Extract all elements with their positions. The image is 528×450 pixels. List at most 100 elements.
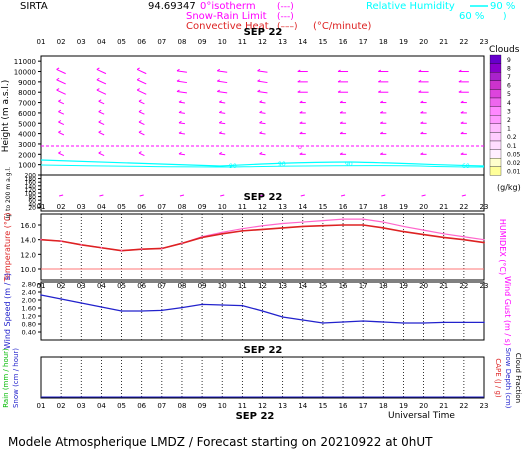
convective-unit: (°C/minute) xyxy=(313,21,372,32)
low-level-wind-mark xyxy=(59,194,64,197)
hour-tick-label: 14 xyxy=(298,402,307,410)
hour-tick-label: 21 xyxy=(439,203,448,211)
wind-arrow-head xyxy=(98,120,102,123)
wind-arrow-head xyxy=(380,131,384,135)
height-tick-label: 9000 xyxy=(18,79,36,87)
hour-tick-label: 14 xyxy=(298,282,307,290)
wind-speed-point xyxy=(442,321,445,324)
hour-tick-label: 02 xyxy=(57,282,66,290)
humidex-point xyxy=(281,222,284,225)
hour-tick-label: 04 xyxy=(97,38,106,46)
hour-tick-label: 01 xyxy=(37,38,46,46)
low-level-wind-mark xyxy=(300,194,305,197)
humidex-point xyxy=(221,231,223,234)
wind-speed-point xyxy=(60,298,62,300)
hour-tick-label: 17 xyxy=(359,38,368,46)
wind-speed-point xyxy=(181,306,183,309)
wind-arrow xyxy=(98,100,105,105)
wind-arrow xyxy=(58,131,65,136)
hour-tick-label: 22 xyxy=(459,402,468,410)
height-tick-label: 10000 xyxy=(14,69,36,77)
wind-speed-point xyxy=(140,310,143,312)
hour-tick-label: 17 xyxy=(359,203,368,211)
hour-tick-label: 10 xyxy=(218,282,227,290)
date-label-middle: SEP 22 xyxy=(244,192,283,203)
height-tick-label: 4000 xyxy=(18,131,36,139)
wind-arrow-head xyxy=(259,131,263,134)
temperature-tick-label: 16.0 xyxy=(20,222,36,230)
temperature-tick-label: 14.0 xyxy=(20,237,36,245)
wind-arrow xyxy=(178,122,185,125)
hour-tick-label: 23 xyxy=(480,402,489,410)
rh-contour-label-4: 60 xyxy=(462,163,470,170)
wind-arrow-head xyxy=(96,77,100,81)
wind-arrow-head xyxy=(178,110,182,113)
wind-arrow-head xyxy=(217,79,221,82)
temperature-point xyxy=(402,230,405,233)
temperature-point xyxy=(342,224,344,226)
height-axis-label: Height (m a.s.l.) xyxy=(1,80,11,153)
temperature-tick-label: 10.0 xyxy=(20,266,36,274)
temperature-point xyxy=(301,225,304,228)
low-level-wind-mark xyxy=(381,194,386,197)
wind-arrow xyxy=(176,91,187,94)
cloud-scale-unit: (g/kg) xyxy=(497,183,521,192)
hour-tick-label: 05 xyxy=(117,38,126,46)
humidex-point xyxy=(322,219,324,222)
wind-arrow-head xyxy=(218,100,223,103)
hour-tick-label: 18 xyxy=(379,402,388,410)
hour-tick-label: 20 xyxy=(419,402,428,410)
isotherm-marker: o xyxy=(298,144,302,151)
hour-tick-label: 11 xyxy=(238,38,247,46)
wind-arrow-head xyxy=(299,110,303,114)
wind-arrow-head xyxy=(259,100,263,103)
wind-arrow-head xyxy=(380,121,384,124)
wind-arrow xyxy=(178,112,185,114)
wind-arrow-head xyxy=(98,109,102,113)
cloud-scale-swatch xyxy=(489,166,502,176)
hour-tick-label: 18 xyxy=(379,282,388,290)
wind-arrow xyxy=(96,68,107,75)
convective-legend: Convective Heat. xyxy=(186,21,272,32)
hour-tick-label: 18 xyxy=(379,38,388,46)
wind-speed-point xyxy=(201,303,203,306)
cloud-scale-title: Clouds xyxy=(489,45,520,55)
wind-arrow xyxy=(98,111,105,115)
hour-tick-label: 15 xyxy=(318,282,327,290)
wind-arrow-head xyxy=(178,100,182,103)
cloud-scale-swatch xyxy=(489,123,502,133)
wind-speed-tick-label: 0.40 xyxy=(22,329,36,337)
humidex-point xyxy=(241,227,244,230)
height-tick-label: 7000 xyxy=(18,100,36,108)
hour-tick-label: 11 xyxy=(238,402,247,410)
wind-arrow-head xyxy=(259,110,263,113)
wind-arrow-head xyxy=(138,151,142,154)
wind-arrow xyxy=(259,153,266,156)
low-level-tick-label: 60 xyxy=(28,198,36,205)
wind-speed-point xyxy=(463,321,465,324)
hour-tick-label: 23 xyxy=(480,38,489,46)
wind-arrow xyxy=(138,152,145,157)
cloud-scale-label: 1 xyxy=(507,126,511,133)
hour-tick-label: 01 xyxy=(37,282,46,290)
wind-speed-tick-label: 0.80 xyxy=(22,321,36,329)
hour-tick-label: 12 xyxy=(258,282,267,290)
wind-arrow-head xyxy=(218,120,223,124)
wind-arrow-head xyxy=(58,120,62,123)
wind-arrow-head xyxy=(420,152,424,155)
hour-tick-label: 14 xyxy=(298,38,307,46)
wind-arrow xyxy=(259,101,266,104)
height-tick-label: 3000 xyxy=(18,141,36,149)
humidex-point xyxy=(443,233,445,235)
wind-arrow-head xyxy=(218,131,223,134)
snow-axis-label: Snow (cm / hour) xyxy=(12,348,20,408)
low-level-wind-mark xyxy=(99,194,104,197)
wind-arrow-head xyxy=(98,151,102,154)
wind-arrow xyxy=(138,121,145,125)
temperature-point xyxy=(382,227,385,229)
cloud-scale-label: 0.02 xyxy=(507,160,521,167)
hour-tick-label: 15 xyxy=(318,402,327,410)
isotherm-legend: 0°isotherm xyxy=(200,1,256,12)
hour-tick-label: 01 xyxy=(37,203,46,211)
